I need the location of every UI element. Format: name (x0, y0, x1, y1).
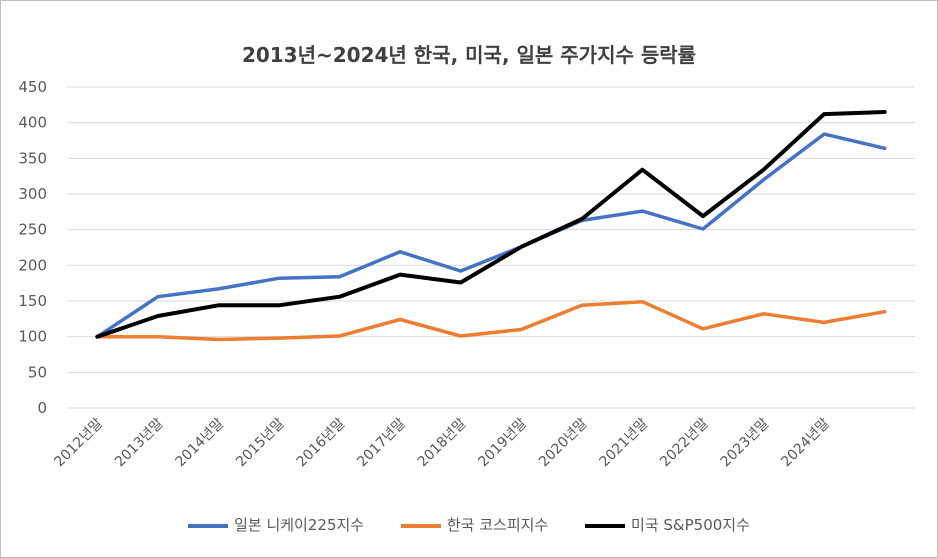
series-line-nikkei (95, 132, 887, 339)
x-tick-label: 2021년말 (597, 415, 652, 470)
x-tick-label: 2012년말 (51, 415, 106, 470)
x-tick-label: 2014년말 (173, 415, 228, 470)
legend-item-sp500: 미국 S&P500지수 (585, 514, 750, 535)
x-tick-label: 2016년말 (294, 415, 349, 470)
y-tick-label: 400 (18, 114, 47, 132)
legend-label-nikkei: 일본 니케이225지수 (234, 516, 365, 534)
y-tick-label: 250 (18, 221, 47, 239)
legend: 일본 니케이225지수 한국 코스피지수 미국 S&P500지수 (1, 514, 937, 535)
x-tick-label: 2017년말 (354, 415, 409, 470)
x-tick-label: 2019년말 (475, 415, 530, 470)
legend-item-nikkei: 일본 니케이225지수 (188, 514, 364, 535)
y-tick-label: 350 (18, 149, 47, 167)
y-tick-label: 50 (28, 363, 47, 381)
legend-label-sp500: 미국 S&P500지수 (631, 516, 750, 534)
y-tick-label: 100 (18, 328, 47, 346)
y-tick-label: 300 (18, 185, 47, 203)
x-tick-label: 2020년말 (536, 415, 591, 470)
x-tick-label: 2015년말 (233, 415, 288, 470)
x-tick-label: 2022년말 (657, 415, 712, 470)
legend-label-kospi: 한국 코스피지수 (446, 516, 549, 534)
x-tick-label: 2023년말 (718, 415, 773, 470)
y-tick-label: 450 (18, 78, 47, 96)
x-tick-label: 2024년말 (778, 415, 833, 470)
legend-swatch-kospi (400, 523, 441, 528)
y-tick-label: 0 (37, 399, 47, 417)
chart-title: 2013년~2024년 한국, 미국, 일본 주가지수 등락률 (241, 43, 697, 67)
series-line-sp500 (95, 110, 887, 339)
y-tick-label: 200 (18, 256, 47, 274)
series-line-kospi (95, 299, 887, 342)
x-tick-label: 2018년말 (415, 415, 470, 470)
legend-swatch-nikkei (188, 523, 229, 528)
y-tick-label: 150 (18, 292, 47, 310)
x-tick-label: 2013년말 (112, 415, 167, 470)
legend-swatch-sp500 (585, 523, 626, 528)
legend-item-kospi: 한국 코스피지수 (400, 514, 549, 535)
